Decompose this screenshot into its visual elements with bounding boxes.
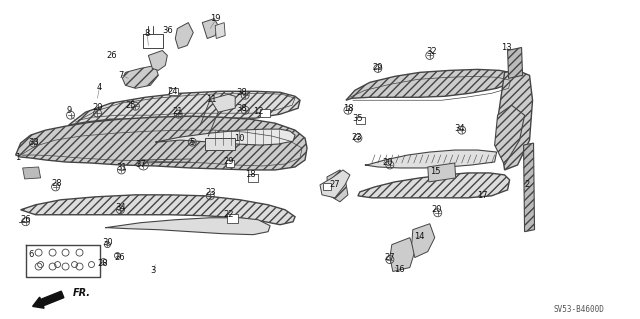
Polygon shape — [498, 70, 532, 170]
Text: 9: 9 — [67, 106, 72, 115]
Text: 18: 18 — [245, 170, 255, 179]
Text: 28: 28 — [51, 179, 62, 189]
Polygon shape — [346, 70, 515, 100]
Bar — [356, 117, 365, 124]
Bar — [323, 183, 331, 190]
Polygon shape — [22, 167, 40, 179]
Polygon shape — [390, 238, 415, 271]
Text: 23: 23 — [351, 133, 362, 142]
Text: 24: 24 — [167, 87, 177, 96]
Text: 34: 34 — [115, 203, 125, 212]
Text: 22: 22 — [223, 210, 234, 219]
Text: 7: 7 — [119, 71, 124, 80]
Text: 5: 5 — [189, 137, 195, 146]
Text: 25: 25 — [125, 101, 136, 110]
Polygon shape — [106, 218, 270, 235]
Text: 15: 15 — [431, 167, 441, 176]
Text: 36: 36 — [162, 26, 173, 35]
Text: 20: 20 — [431, 205, 442, 214]
Text: 13: 13 — [501, 43, 512, 52]
Text: 32: 32 — [426, 47, 437, 56]
Polygon shape — [148, 50, 167, 70]
Text: 33: 33 — [28, 137, 39, 146]
Polygon shape — [358, 173, 509, 198]
Text: 14: 14 — [415, 232, 425, 241]
Polygon shape — [68, 91, 300, 125]
Text: 28: 28 — [97, 259, 108, 268]
Text: 8: 8 — [145, 29, 150, 38]
Polygon shape — [428, 163, 456, 182]
Polygon shape — [215, 23, 225, 39]
Bar — [227, 214, 238, 223]
Text: 29: 29 — [223, 158, 234, 167]
Text: 27: 27 — [385, 253, 395, 262]
Text: 26: 26 — [106, 51, 116, 60]
Text: 2: 2 — [524, 180, 529, 189]
Text: 38: 38 — [237, 104, 248, 113]
Text: 34: 34 — [454, 124, 465, 133]
Text: 26: 26 — [20, 215, 31, 224]
Text: 3: 3 — [150, 266, 156, 275]
Polygon shape — [412, 224, 435, 257]
Text: 21: 21 — [172, 107, 182, 116]
Bar — [170, 88, 179, 95]
FancyArrow shape — [33, 291, 64, 308]
Text: 38: 38 — [237, 88, 248, 97]
Text: 4: 4 — [97, 83, 102, 92]
Text: SV53-B4600D: SV53-B4600D — [554, 305, 605, 314]
Text: 37: 37 — [135, 160, 146, 169]
Polygon shape — [320, 170, 350, 198]
Text: 17: 17 — [477, 191, 488, 200]
Polygon shape — [210, 94, 235, 112]
Text: 18: 18 — [342, 104, 353, 113]
Text: 11: 11 — [206, 95, 216, 104]
Bar — [248, 174, 258, 182]
Text: 31: 31 — [116, 163, 127, 173]
Polygon shape — [327, 170, 348, 202]
Text: 26: 26 — [114, 253, 125, 262]
Text: 23: 23 — [205, 188, 216, 197]
Polygon shape — [175, 23, 193, 48]
Text: FR.: FR. — [72, 288, 90, 298]
Polygon shape — [508, 48, 522, 78]
Polygon shape — [202, 19, 218, 39]
Text: 27: 27 — [330, 180, 340, 189]
Polygon shape — [495, 105, 525, 165]
Polygon shape — [156, 129, 295, 145]
Polygon shape — [15, 116, 307, 170]
Text: 16: 16 — [394, 265, 405, 274]
Bar — [205, 138, 235, 150]
Polygon shape — [365, 150, 497, 168]
Polygon shape — [524, 143, 534, 232]
Polygon shape — [122, 65, 158, 88]
Text: 20: 20 — [92, 103, 103, 112]
Text: 20: 20 — [383, 159, 393, 167]
Text: 10: 10 — [234, 134, 244, 143]
Text: 6: 6 — [28, 250, 33, 259]
Text: 19: 19 — [210, 14, 220, 23]
Polygon shape — [20, 195, 295, 225]
Text: 29: 29 — [372, 63, 383, 72]
Text: 35: 35 — [353, 114, 364, 123]
Bar — [260, 109, 270, 117]
Text: 30: 30 — [102, 238, 113, 247]
Bar — [226, 160, 234, 167]
Text: 1: 1 — [15, 152, 20, 161]
Text: 12: 12 — [253, 107, 264, 116]
